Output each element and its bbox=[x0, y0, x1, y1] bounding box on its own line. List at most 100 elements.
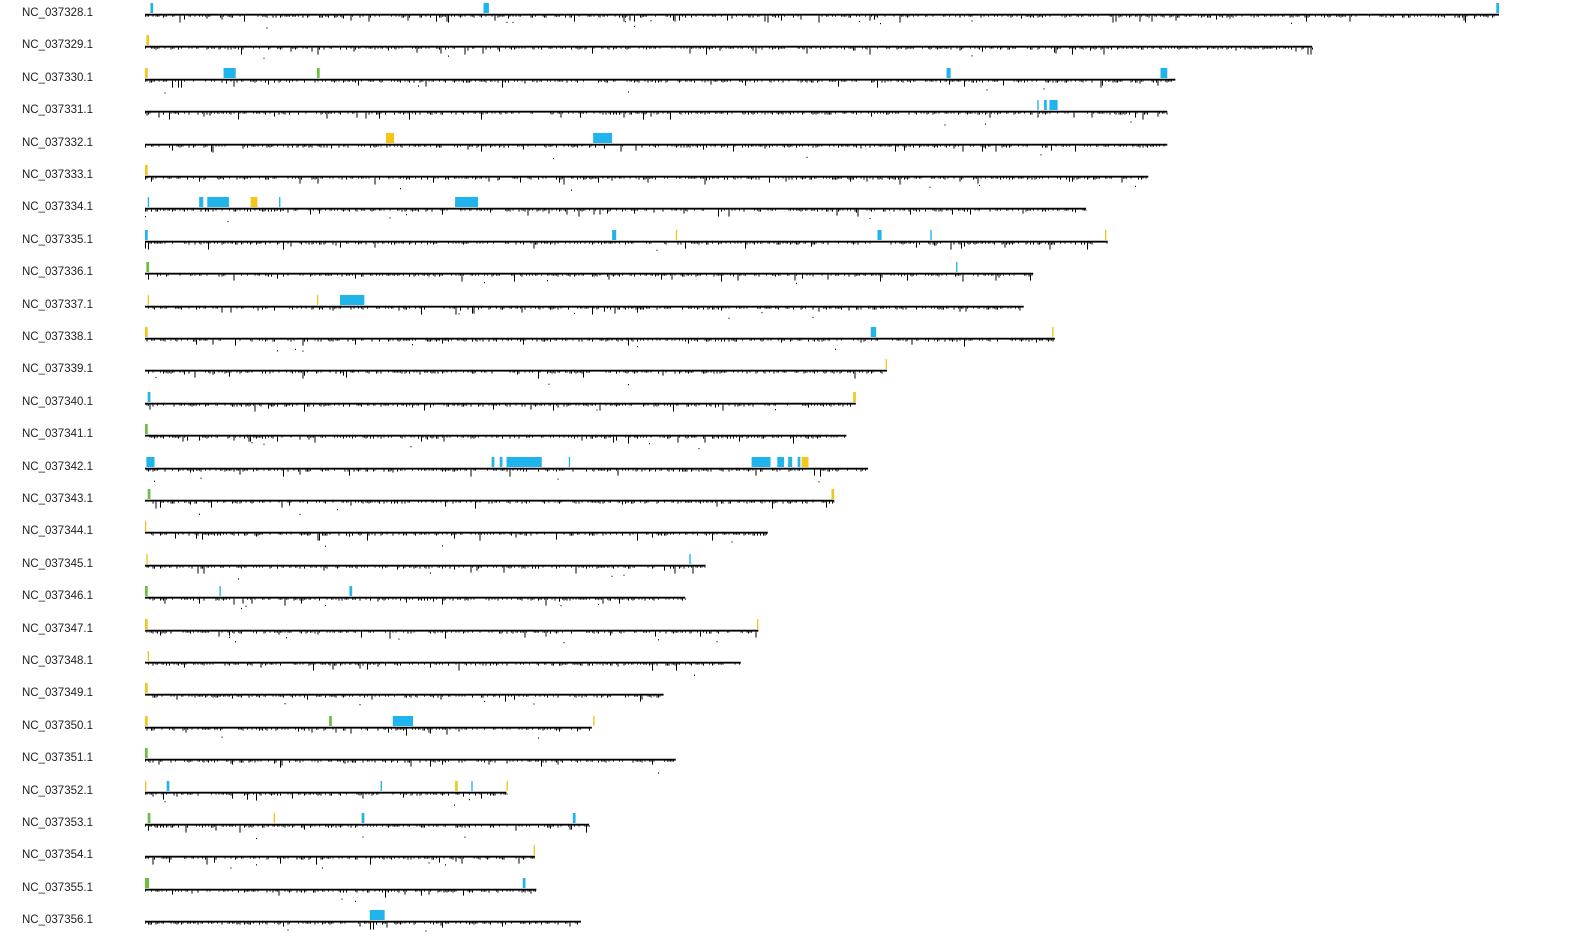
feature-bar bbox=[777, 457, 784, 467]
chromosome-row: NC_037350.1 bbox=[0, 713, 1572, 745]
chromosome-track bbox=[0, 583, 1572, 615]
chromosome-row: NC_037331.1 bbox=[0, 97, 1572, 129]
chromosome-row: NC_037341.1 bbox=[0, 421, 1572, 453]
depth-marks bbox=[151, 534, 767, 547]
feature-bar bbox=[146, 35, 149, 45]
feature-bar bbox=[279, 197, 280, 207]
feature-bar bbox=[886, 359, 887, 369]
chromosome-row: NC_037330.1 bbox=[0, 65, 1572, 97]
chromosome-axis bbox=[145, 370, 887, 372]
depth-marks bbox=[145, 890, 536, 901]
feature-bar bbox=[386, 133, 394, 143]
chromosome-row: NC_037355.1 bbox=[0, 875, 1572, 907]
depth-marks bbox=[145, 48, 1313, 59]
chromosome-row: NC_037340.1 bbox=[0, 389, 1572, 421]
chromosome-axis bbox=[145, 273, 1033, 275]
depth-marks bbox=[145, 923, 578, 932]
chromosome-track bbox=[0, 810, 1572, 842]
feature-bar bbox=[455, 781, 458, 791]
chromosome-row: NC_037329.1 bbox=[0, 32, 1572, 64]
feature-bar bbox=[381, 781, 382, 791]
feature-bar bbox=[148, 813, 151, 823]
chromosome-row: NC_037332.1 bbox=[0, 130, 1572, 162]
depth-marks bbox=[147, 404, 852, 411]
chromosome-row: NC_037328.1 bbox=[0, 0, 1572, 32]
chromosome-axis bbox=[145, 338, 1055, 340]
feature-bar bbox=[471, 781, 472, 791]
feature-bar bbox=[871, 327, 876, 337]
chromosome-track bbox=[0, 97, 1572, 129]
chromosome-row: NC_037344.1 bbox=[0, 518, 1572, 550]
chromosome-row: NC_037333.1 bbox=[0, 162, 1572, 194]
chromosome-row: NC_037354.1 bbox=[0, 842, 1572, 874]
chromosome-track bbox=[0, 778, 1572, 810]
chromosome-track bbox=[0, 648, 1572, 680]
chromosome-axis bbox=[145, 597, 685, 599]
depth-marks bbox=[145, 80, 1172, 93]
feature-bar bbox=[853, 392, 856, 402]
depth-marks bbox=[145, 826, 590, 839]
chromosome-track bbox=[0, 130, 1572, 162]
chromosome-track bbox=[0, 194, 1572, 226]
chromosome-track bbox=[0, 227, 1572, 259]
feature-bar bbox=[145, 878, 149, 888]
depth-marks bbox=[147, 631, 757, 643]
chromosome-row: NC_037352.1 bbox=[0, 778, 1572, 810]
depth-marks bbox=[145, 793, 508, 805]
feature-bar bbox=[947, 68, 951, 78]
depth-marks bbox=[145, 178, 1147, 191]
chromosome-axis bbox=[145, 176, 1148, 178]
chromosome-row: NC_037356.1 bbox=[0, 907, 1572, 939]
chromosome-axis bbox=[145, 403, 856, 405]
chromosome-track bbox=[0, 162, 1572, 194]
feature-bar bbox=[340, 295, 364, 305]
feature-bar bbox=[500, 457, 503, 467]
chromosome-row: NC_037338.1 bbox=[0, 324, 1572, 356]
chromosome-axis bbox=[145, 824, 589, 826]
feature-bar bbox=[251, 197, 258, 207]
depth-marks bbox=[147, 340, 1054, 352]
feature-bar bbox=[492, 457, 495, 467]
chromosome-track bbox=[0, 389, 1572, 421]
feature-bar bbox=[145, 68, 148, 78]
feature-bar bbox=[1161, 68, 1168, 78]
depth-marks bbox=[148, 275, 1033, 284]
chromosome-row: NC_037353.1 bbox=[0, 810, 1572, 842]
feature-bar bbox=[362, 813, 365, 823]
feature-bar bbox=[393, 716, 413, 726]
feature-bar bbox=[593, 133, 612, 143]
feature-bar bbox=[146, 457, 154, 467]
feature-bar bbox=[145, 165, 148, 175]
depth-marks bbox=[148, 372, 883, 386]
chromosome-track bbox=[0, 259, 1572, 291]
feature-bar bbox=[1105, 230, 1106, 240]
depth-marks bbox=[150, 437, 846, 450]
chromosome-axis bbox=[145, 306, 1024, 308]
chromosome-axis bbox=[145, 14, 1499, 16]
feature-bar bbox=[317, 68, 320, 78]
feature-bar bbox=[1049, 100, 1057, 110]
depth-marks bbox=[145, 242, 1108, 250]
chromosome-track bbox=[0, 356, 1572, 388]
feature-bar bbox=[612, 230, 616, 240]
depth-marks bbox=[147, 469, 867, 482]
feature-bar bbox=[1496, 3, 1499, 13]
feature-bar bbox=[689, 554, 690, 564]
feature-bar bbox=[145, 327, 148, 337]
feature-bar bbox=[676, 230, 677, 240]
chromosome-track bbox=[0, 907, 1572, 939]
chromosome-track bbox=[0, 454, 1572, 486]
feature-bar bbox=[878, 230, 882, 240]
feature-bar bbox=[757, 619, 758, 629]
feature-bar bbox=[788, 457, 792, 467]
feature-bar bbox=[274, 813, 275, 823]
chromosome-track bbox=[0, 65, 1572, 97]
chromosome-axis bbox=[145, 889, 536, 891]
feature-bar bbox=[831, 489, 834, 499]
chromosome-row: NC_037339.1 bbox=[0, 356, 1572, 388]
feature-bar bbox=[148, 295, 149, 305]
feature-bar bbox=[573, 813, 576, 823]
feature-bar bbox=[145, 781, 146, 791]
depth-marks bbox=[145, 16, 1495, 29]
feature-bar bbox=[484, 3, 489, 13]
